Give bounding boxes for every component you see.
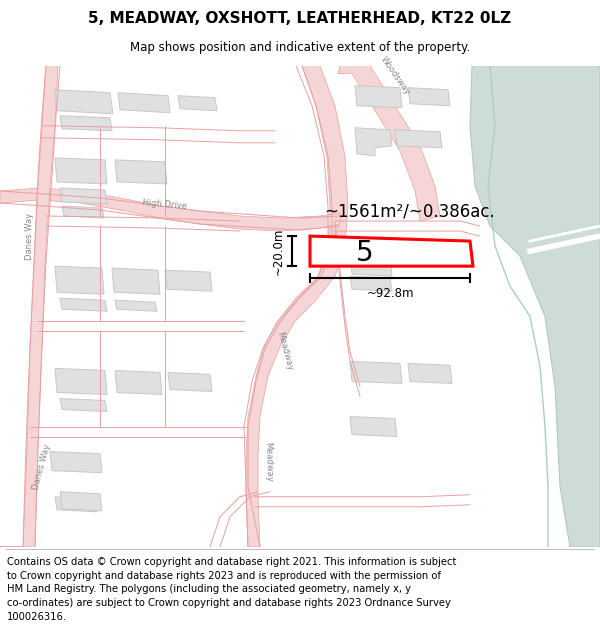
Polygon shape [60, 298, 107, 311]
Polygon shape [310, 236, 473, 266]
Polygon shape [62, 206, 104, 218]
Polygon shape [355, 86, 402, 107]
Text: Woodsway: Woodsway [379, 55, 412, 96]
Text: Danes Way: Danes Way [32, 442, 52, 491]
Polygon shape [55, 368, 107, 394]
Text: HM Land Registry. The polygons (including the associated geometry, namely x, y: HM Land Registry. The polygons (includin… [7, 584, 411, 594]
Polygon shape [168, 372, 212, 391]
Text: High Drive: High Drive [142, 198, 188, 211]
Polygon shape [350, 251, 392, 276]
Polygon shape [350, 416, 397, 437]
Text: Danes Way: Danes Way [25, 213, 35, 259]
Polygon shape [55, 89, 113, 114]
Polygon shape [60, 188, 107, 204]
Polygon shape [60, 492, 102, 511]
Polygon shape [408, 363, 452, 384]
Text: ~1561m²/~0.386ac.: ~1561m²/~0.386ac. [325, 202, 496, 220]
Polygon shape [338, 66, 440, 221]
Text: 5: 5 [356, 239, 374, 267]
Polygon shape [55, 266, 104, 294]
Polygon shape [350, 361, 402, 384]
Text: Meadway: Meadway [263, 441, 273, 482]
Text: 5, MEADWAY, OXSHOTT, LEATHERHEAD, KT22 0LZ: 5, MEADWAY, OXSHOTT, LEATHERHEAD, KT22 0… [88, 11, 512, 26]
Polygon shape [165, 270, 212, 291]
Polygon shape [115, 160, 167, 184]
Polygon shape [55, 497, 97, 512]
Polygon shape [112, 268, 160, 294]
Polygon shape [395, 130, 442, 148]
Polygon shape [408, 88, 450, 106]
Text: co-ordinates) are subject to Crown copyright and database rights 2023 Ordnance S: co-ordinates) are subject to Crown copyr… [7, 598, 451, 608]
Text: ~92.8m: ~92.8m [366, 288, 414, 300]
Polygon shape [246, 66, 348, 547]
Polygon shape [0, 66, 58, 547]
Polygon shape [118, 92, 170, 112]
Polygon shape [470, 66, 600, 547]
Polygon shape [60, 399, 107, 411]
Text: ~20.0m: ~20.0m [272, 228, 285, 275]
Polygon shape [115, 371, 162, 394]
Polygon shape [115, 300, 157, 311]
Text: 100026316.: 100026316. [7, 612, 67, 622]
Polygon shape [350, 276, 392, 291]
Polygon shape [50, 452, 102, 472]
Polygon shape [55, 158, 107, 184]
Text: to Crown copyright and database rights 2023 and is reproduced with the permissio: to Crown copyright and database rights 2… [7, 571, 441, 581]
Text: Map shows position and indicative extent of the property.: Map shows position and indicative extent… [130, 41, 470, 54]
Polygon shape [355, 127, 392, 156]
Text: Meadway: Meadway [275, 331, 295, 372]
Polygon shape [178, 96, 217, 111]
Polygon shape [60, 116, 112, 131]
Polygon shape [0, 188, 340, 231]
Text: Contains OS data © Crown copyright and database right 2021. This information is : Contains OS data © Crown copyright and d… [7, 557, 457, 567]
